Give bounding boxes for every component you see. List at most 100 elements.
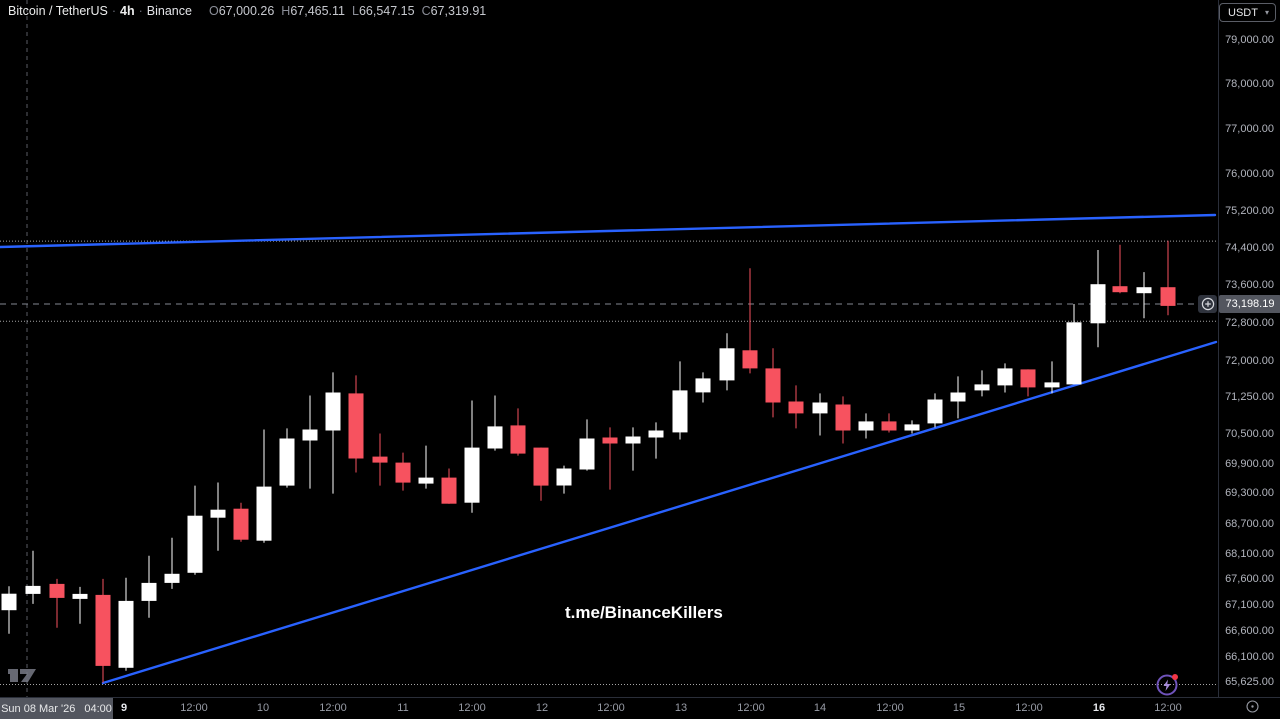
candle-body-down [1112, 286, 1128, 293]
symbol-header[interactable]: Bitcoin / TetherUS · 4h · Binance O67,000.26 H… [8, 4, 486, 18]
candle-body-up [695, 378, 711, 393]
candle-body-down [441, 477, 457, 504]
plus-circle-icon [1201, 297, 1214, 311]
candle-body-down [533, 447, 549, 486]
trendline-upper-resistance[interactable] [0, 213, 1217, 249]
tradingview-logo[interactable] [7, 664, 41, 684]
crosshair-date: Sun 08 Mar '26 [1, 703, 76, 715]
add-alert-plus-button[interactable] [1198, 295, 1217, 313]
candle-body-up [858, 421, 874, 431]
interval-label[interactable]: 4h [120, 4, 135, 18]
time-tick-label: 9 [120, 702, 128, 714]
candle-body-up [25, 585, 41, 594]
price-tick-label: 68,100.00 [1225, 548, 1274, 560]
candle-body-up [210, 509, 226, 518]
price-tick-label: 77,000.00 [1225, 123, 1274, 135]
candle-body-up [625, 436, 641, 444]
candle-body-up [927, 399, 943, 424]
candle-body-down [49, 583, 65, 598]
candle-body-up [72, 593, 88, 599]
high-label: H [281, 4, 291, 18]
candle-body-up [579, 438, 595, 470]
symbol-name[interactable]: Bitcoin / TetherUS [8, 4, 108, 18]
time-tick-label: 12:00 [319, 702, 347, 714]
candle-body-up [418, 477, 434, 484]
price-tick-label: 72,000.00 [1225, 355, 1274, 367]
candle-body-up [141, 582, 157, 601]
time-tick-label: 12:00 [1154, 702, 1182, 714]
candle-body-up [302, 429, 318, 441]
crosshair-price-badge: 73,198.19 [1219, 295, 1280, 313]
time-tick-label: 12:00 [737, 702, 765, 714]
candle-body-up [648, 430, 664, 438]
candle-body-up [464, 447, 480, 503]
candle-body-down [348, 393, 364, 459]
separator: · [138, 4, 143, 18]
clock-settings-icon[interactable] [1245, 699, 1260, 714]
close-value: 67,319.91 [430, 4, 487, 18]
candle-body-up [487, 426, 503, 449]
open-value: 67,000.26 [218, 4, 275, 18]
price-tick-label: 66,100.00 [1225, 651, 1274, 663]
time-tick-label: 16 [1092, 702, 1106, 714]
price-tick-label: 65,625.00 [1225, 676, 1274, 688]
time-tick-label: 12:00 [1015, 702, 1043, 714]
candle-body-down [788, 401, 804, 414]
time-tick-label: 12:00 [876, 702, 904, 714]
candle-body-up [812, 402, 828, 414]
candle-body-down [742, 350, 758, 369]
trendline-lower-support[interactable] [101, 340, 1218, 685]
currency-dropdown[interactable]: USDT ▾ [1219, 3, 1276, 22]
candle-body-up [256, 486, 272, 541]
candle-body-down [1160, 287, 1176, 306]
alerts-lightning-icon[interactable] [1154, 671, 1180, 697]
candle-body-up [118, 600, 134, 668]
crosshair-time-badge: Sun 08 Mar '26 04:00 [0, 698, 113, 719]
candle-body-up [719, 348, 735, 381]
price-tick-label: 74,400.00 [1225, 242, 1274, 254]
candle-body-up [556, 468, 572, 486]
time-tick-label: 15 [952, 702, 966, 714]
high-value: 67,465.11 [290, 4, 346, 18]
price-tick-label: 69,900.00 [1225, 458, 1274, 470]
ohlc-values: O67,000.26 H67,465.11 L66,547.15 C67,319.91 [202, 4, 486, 18]
price-tick-label: 76,000.00 [1225, 168, 1274, 180]
time-tick-label: 12 [535, 702, 549, 714]
channel-watermark: t.me/BinanceKillers [565, 603, 723, 622]
price-tick-label: 70,500.00 [1225, 428, 1274, 440]
candle-body-up [974, 384, 990, 391]
open-label: O [208, 4, 219, 18]
candle-body-up [950, 392, 966, 402]
price-tick-label: 75,200.00 [1225, 205, 1274, 217]
candle-body-up [164, 573, 180, 583]
time-tick-label: 12:00 [597, 702, 625, 714]
price-tick-label: 68,700.00 [1225, 518, 1274, 530]
price-tick-label: 79,000.00 [1225, 34, 1274, 46]
chevron-down-icon: ▾ [1264, 8, 1269, 17]
candle-body-down [395, 462, 411, 483]
candle-body-down [765, 368, 781, 403]
candle-body-down [1020, 369, 1036, 388]
time-tick-label: 10 [256, 702, 270, 714]
price-tick-label: 78,000.00 [1225, 78, 1274, 90]
price-axis[interactable]: 73,198.19 79,000.00 78,000.00 77,000.00 76,… [1218, 0, 1280, 697]
candle-body-down [602, 437, 618, 444]
candle-body-up [1066, 322, 1082, 385]
candle-body-up [1090, 284, 1106, 324]
time-tick-label: 14 [813, 702, 827, 714]
time-tick-label: 13 [674, 702, 688, 714]
candle-body-up [1044, 382, 1060, 388]
time-axis[interactable]: Sun 08 Mar '26 04:00 9 12:00 10 12:00 11 12:0… [0, 697, 1280, 719]
candle-body-down [95, 594, 111, 666]
candle-body-up [672, 390, 688, 433]
candlestick-chart[interactable] [0, 0, 1218, 697]
time-tick-label: 12:00 [180, 702, 208, 714]
price-tick-label: 73,600.00 [1225, 279, 1274, 291]
price-tick-label: 67,600.00 [1225, 573, 1274, 585]
crosshair-clock: 04:00 [84, 703, 112, 715]
low-value: 66,547.15 [358, 4, 415, 18]
price-tick-label: 69,300.00 [1225, 487, 1274, 499]
exchange-label: Binance [146, 4, 192, 18]
price-tick-label: 66,600.00 [1225, 625, 1274, 637]
